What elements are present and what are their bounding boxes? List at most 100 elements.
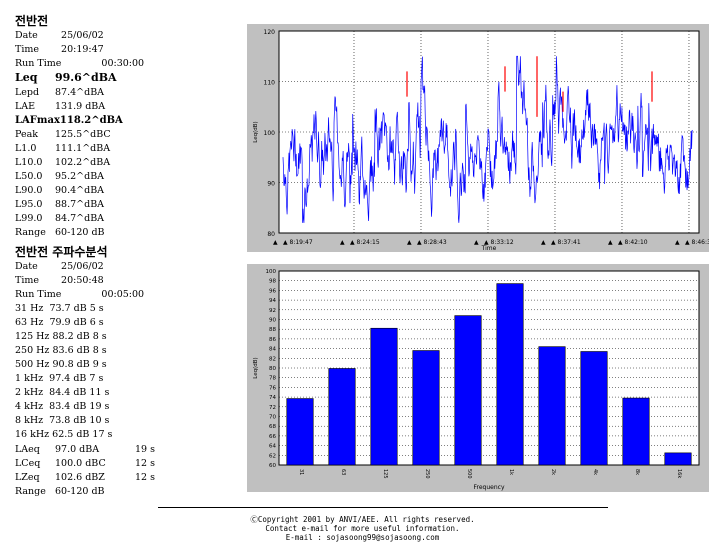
x-tick-marker: ▲: [541, 239, 546, 246]
stats2-item: Peak 125.5^dBC: [15, 129, 111, 140]
x-axis-label: Frequency: [474, 484, 505, 491]
bar-8k: [622, 397, 650, 466]
x-tick-marker: ▲: [474, 239, 479, 246]
x-tick-label: ▲ 8:37:41: [551, 239, 581, 246]
y-tick-label: 78: [269, 376, 276, 382]
y-tick-label: 76: [269, 385, 276, 391]
y-tick-label: 60: [269, 463, 276, 469]
x-tick-label: 1k: [508, 469, 514, 475]
x-tick-label: 31: [298, 469, 304, 475]
bands-item: 2 kHz 84.4 dB 11 s: [15, 387, 110, 398]
bands-item: 250 Hz 83.6 dB 8 s: [15, 345, 107, 356]
runtime-row: Run Time 00:30:00: [15, 58, 145, 69]
bands-item: 63 Hz 79.9 dB 6 s: [15, 317, 104, 328]
y-tick-label: 92: [269, 308, 276, 314]
y-tick-label: 90: [267, 181, 275, 188]
bands-item: 31 Hz 73.7 dB 5 s: [15, 303, 104, 314]
bands-item: 1 kHz 97.4 dB 7 s: [15, 373, 104, 384]
x-tick-label: ▲ 8:28:43: [417, 239, 447, 246]
bands-item: 500 Hz 90.8 dB 9 s: [15, 359, 107, 370]
bar-125: [370, 327, 398, 466]
y-tick-label: 94: [269, 298, 276, 304]
y-tick-label: 86: [269, 337, 276, 343]
x-tick-label: ▲ 8:33:12: [484, 239, 514, 246]
bands-item: 8 kHz 73.8 dB 10 s: [15, 415, 110, 426]
totals-item: LAeq 97.0 dBA 19 s: [15, 444, 155, 455]
x-tick-label: 2k: [550, 469, 556, 475]
footer-contact: Contact e-mail for more useful informati…: [265, 524, 460, 533]
copyright-icon: Ⓒ: [250, 515, 258, 524]
y-tick-label: 98: [269, 279, 276, 285]
y-axis-label: Leq(dB): [253, 121, 259, 142]
bar-16k: [664, 452, 692, 466]
x-tick-marker: ▲: [340, 239, 345, 246]
x-tick-label: 125: [382, 469, 388, 479]
x-tick-label: ▲ 8:19:47: [283, 239, 313, 246]
bar-250: [412, 350, 440, 466]
y-tick-label: 66: [269, 434, 276, 440]
stats2-item: L99.0 84.7^dBA: [15, 213, 105, 224]
stats2-item: L10.0 102.2^dBA: [15, 157, 111, 168]
y-tick-label: 80: [269, 366, 276, 372]
freq-date-row: Date 25/06/02: [15, 261, 104, 272]
section1-title: 전반전: [15, 14, 49, 28]
bands-item: 16 kHz 62.5 dB 17 s: [15, 429, 113, 440]
x-tick-label: 16k: [676, 469, 682, 478]
y-tick-label: 62: [269, 453, 276, 459]
x-tick-label: 250: [424, 469, 430, 479]
y-tick-label: 88: [269, 327, 276, 333]
x-tick-marker: ▲: [273, 239, 278, 246]
lae-row: LAE 131.9 dBA: [15, 101, 106, 112]
x-tick-label: ▲ 8:42:10: [618, 239, 648, 246]
y-tick-label: 90: [269, 318, 276, 324]
freq-time-row: Time 20:50:48: [15, 275, 104, 286]
stats2-item: L90.0 90.4^dBA: [15, 185, 105, 196]
y-tick-label: 72: [269, 405, 276, 411]
time-row: Time 20:19:47: [15, 44, 104, 55]
y-tick-label: 120: [264, 29, 276, 36]
stats2-item: L50.0 95.2^dBA: [15, 171, 105, 182]
freq-runtime-row: Run Time 00:05:00: [15, 289, 145, 300]
x-tick-marker: ▲: [608, 239, 613, 246]
stats2-item: L1.0 111.1^dBA: [15, 143, 111, 154]
series-line: [282, 55, 693, 223]
x-tick-label: 500: [466, 469, 472, 479]
bar-4k: [580, 351, 608, 466]
totals-item: LZeq 102.6 dBZ 12 s: [15, 472, 155, 483]
stats2-item: L95.0 88.7^dBA: [15, 199, 105, 210]
bar-31: [286, 398, 314, 466]
y-tick-label: 70: [269, 415, 276, 421]
x-tick-label: 63: [340, 469, 346, 475]
footer-email: E-mail : sojasoong99@sojasoong.com: [285, 533, 440, 542]
freq-range-row: Range 60-120 dB: [15, 486, 105, 497]
time-history-chart: 80 90 100 110 120 ▲ 8:19:47 ▲ ▲ 8:24:15 ▲ ▲ 8:28:…: [247, 24, 709, 252]
bar-500: [454, 315, 482, 466]
stats2-item: Range 60-120 dB: [15, 227, 105, 238]
frequency-bar-chart: 60 62 64 66 68 70 72 74 76 78 80 82 84 86 88 90 92 94 96 98…: [247, 264, 709, 492]
bar-63: [328, 368, 356, 466]
bands-item: 125 Hz 88.2 dB 8 s: [15, 331, 107, 342]
lafmax-row: LAFmax118.2^dBA: [15, 115, 123, 126]
bar-1k: [496, 283, 524, 466]
x-tick-label: 8k: [634, 469, 640, 475]
y-axis-label: Leq(dB): [253, 357, 259, 378]
x-axis-label: Time: [481, 245, 497, 252]
footer-divider: [158, 507, 608, 508]
y-tick-label: 100: [266, 269, 277, 275]
y-tick-label: 74: [269, 395, 276, 401]
leq-row: Leq 99.6^dBA: [15, 71, 117, 84]
x-tick-marker: ▲: [675, 239, 680, 246]
y-tick-label: 96: [269, 288, 276, 294]
x-tick-label: ▲ 8:46:39: [685, 239, 709, 246]
bands-item: 4 kHz 83.4 dB 19 s: [15, 401, 110, 412]
footer-copyright: ⒸCopyright 2001 by ANVI/AEE. All rights …: [250, 515, 475, 524]
x-tick-label: ▲ 8:24:15: [350, 239, 380, 246]
y-tick-label: 64: [269, 444, 276, 450]
y-tick-label: 84: [269, 347, 276, 353]
totals-item: LCeq 100.0 dBC 12 s: [15, 458, 155, 469]
bar-2k: [538, 346, 566, 466]
y-tick-label: 80: [267, 231, 275, 238]
y-tick-label: 110: [264, 80, 276, 87]
y-tick-label: 100: [264, 130, 276, 137]
x-tick-label: 4k: [592, 469, 598, 475]
